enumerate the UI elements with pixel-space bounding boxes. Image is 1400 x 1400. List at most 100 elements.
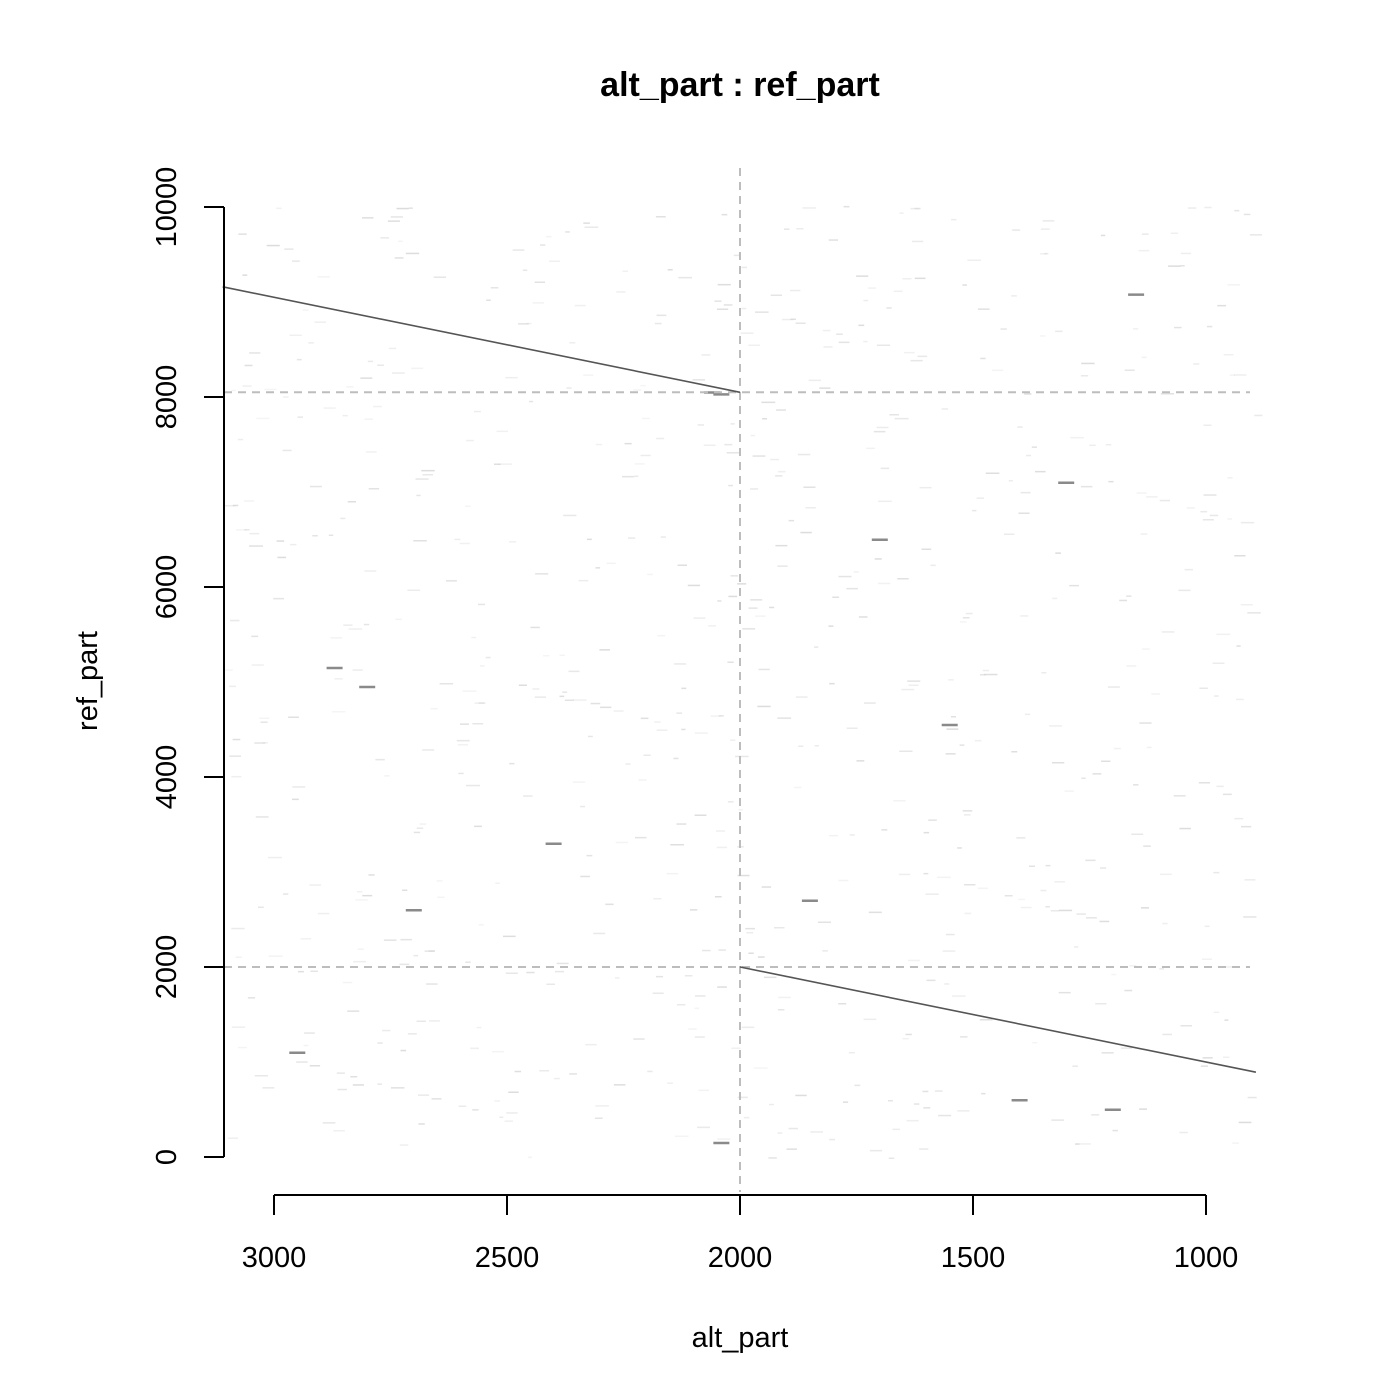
speck-mark (741, 307, 747, 310)
x-tick-label: 1500 (941, 1242, 1006, 1274)
speck-mark (923, 872, 929, 875)
speck-mark (829, 682, 835, 685)
speck-mark (1204, 925, 1210, 928)
speck-mark (539, 1070, 550, 1072)
speck-mark (1173, 795, 1186, 797)
speck-mark (1020, 615, 1029, 617)
speck-mark (428, 1020, 440, 1022)
speck-mark (466, 784, 480, 787)
speck-mark (923, 1107, 931, 1109)
speck-mark (1024, 713, 1031, 716)
speck-mark (1141, 907, 1149, 909)
speck-mark (308, 342, 314, 344)
speck-mark (1220, 966, 1235, 968)
speck-mark (822, 950, 828, 952)
speck-mark (748, 607, 758, 609)
speck-mark (750, 434, 756, 437)
speck-mark (786, 1148, 797, 1150)
speck-mark (951, 995, 966, 997)
speck-mark (715, 830, 726, 832)
speck-mark (1051, 1119, 1065, 1121)
speck-mark (647, 573, 653, 576)
speck-mark (913, 1103, 920, 1105)
speck-mark (842, 1101, 849, 1103)
speck-mark (1026, 454, 1031, 457)
speck-mark (828, 625, 834, 627)
speck-mark (260, 721, 268, 723)
speck-mark (231, 1026, 246, 1028)
speck-mark (874, 558, 882, 560)
speck-mark (717, 600, 722, 602)
speck-mark (752, 455, 766, 457)
x-tick-label: 2500 (475, 1242, 540, 1274)
speck-mark (1008, 480, 1013, 482)
speck-mark (490, 287, 499, 289)
speck-mark (797, 453, 811, 456)
speck-mark (737, 583, 747, 585)
speck-mark (967, 259, 981, 261)
speck-mark (1000, 328, 1007, 330)
speck-mark (977, 887, 988, 890)
speck-mark (1241, 825, 1252, 828)
speck-mark (546, 983, 555, 985)
speck-mark (416, 827, 424, 829)
speck-mark (876, 344, 890, 346)
noise-mark (713, 1141, 730, 1145)
speck-mark (342, 414, 348, 417)
speck-mark (459, 542, 470, 545)
speck-mark (383, 939, 397, 941)
speck-mark (708, 625, 716, 627)
speck-mark (255, 816, 269, 818)
speck-mark (505, 972, 518, 974)
speck-mark (355, 899, 368, 901)
speck-mark (1004, 895, 1013, 897)
speck-mark (733, 254, 741, 257)
speck-mark (858, 324, 865, 327)
speck-mark (1051, 762, 1065, 764)
speck-mark (1223, 1056, 1230, 1058)
speck-mark (960, 1036, 968, 1038)
speck-mark (317, 276, 330, 278)
speck-mark (422, 749, 435, 751)
speck-mark (586, 854, 593, 857)
speck-mark (1070, 436, 1084, 439)
speck-mark (416, 1020, 426, 1022)
speck-mark (292, 260, 300, 262)
speck-mark (466, 439, 474, 442)
speck-mark (1179, 827, 1191, 830)
speck-mark (569, 342, 576, 344)
speck-mark (1139, 722, 1152, 724)
chart-title: alt_part : ref_part (600, 66, 880, 104)
speck-mark (654, 721, 661, 723)
speck-mark (1200, 510, 1208, 513)
speck-mark (309, 884, 322, 886)
speck-mark (413, 954, 418, 957)
speck-mark (277, 556, 287, 559)
speck-mark (613, 710, 624, 712)
speck-mark (1011, 295, 1017, 297)
speck-mark (951, 218, 957, 221)
speck-mark (526, 322, 532, 325)
speck-mark (1223, 793, 1232, 796)
speck-mark (761, 886, 772, 888)
speck-mark (980, 357, 986, 360)
speck-mark (926, 979, 936, 982)
speck-mark (674, 663, 687, 665)
speck-mark (1139, 1108, 1147, 1110)
speck-mark (695, 995, 706, 997)
speck-mark (559, 654, 565, 656)
speck-mark (1216, 785, 1224, 788)
speck-mark (688, 1028, 697, 1030)
speck-mark (790, 318, 796, 320)
speck-mark (673, 757, 679, 760)
speck-mark (814, 646, 819, 648)
speck-mark (1180, 265, 1185, 267)
speck-mark (251, 664, 264, 666)
speck-mark (689, 909, 698, 911)
speck-mark (976, 497, 984, 499)
speck-mark (1035, 470, 1046, 473)
speck-mark (856, 275, 869, 277)
speck-mark (595, 567, 601, 569)
speck-mark (231, 775, 242, 778)
speck-mark (348, 628, 363, 630)
